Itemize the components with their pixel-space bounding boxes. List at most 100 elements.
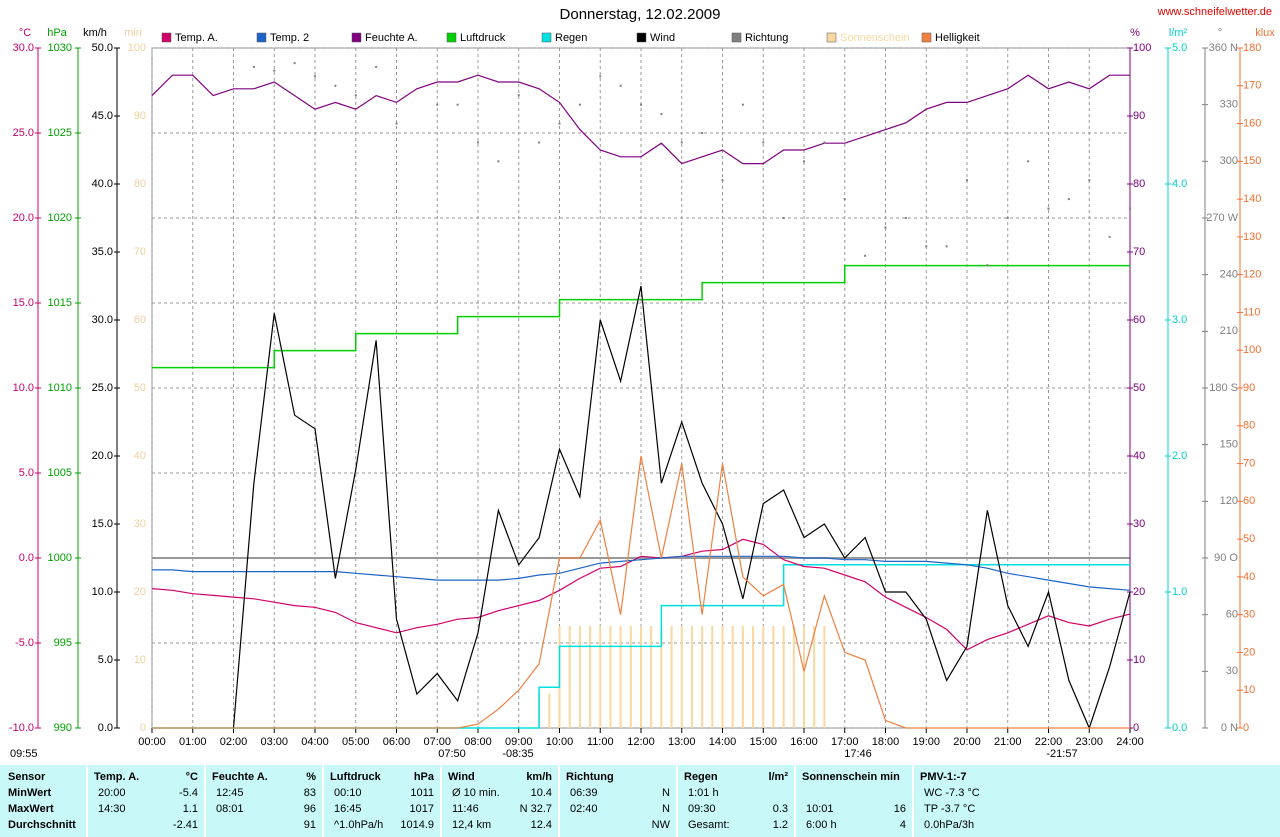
table-cell: N [662, 787, 670, 799]
table-cell: N 32.7 [519, 803, 552, 815]
legend-swatch [731, 32, 742, 43]
direction-dot [803, 160, 805, 163]
table-cell: WC -7.3 °C [924, 787, 980, 799]
table-cell: 09:30 [688, 803, 716, 815]
y-tick-label: 30 [1243, 609, 1255, 621]
legend-label: Luftdruck [460, 32, 506, 44]
y-tick-label: 30.0 [92, 314, 113, 326]
table-cell: 0.3 [772, 803, 788, 815]
sunshine-bar [813, 626, 816, 728]
sunshine-bar [711, 626, 714, 728]
table-cell: Wind [448, 771, 475, 783]
y-tick-label: 170 [1243, 80, 1261, 92]
series-line [151, 74, 1130, 165]
direction-dot [1006, 217, 1009, 219]
y-tick-label: 30.0 [13, 42, 34, 54]
table-cell: 83 [303, 787, 316, 799]
y-tick-label: 20 [1243, 646, 1255, 658]
x-tick-label: 02:00 [220, 736, 248, 748]
x-tick-label: 09:00 [505, 736, 533, 748]
y-tick-label: 0.0 [19, 552, 34, 564]
direction-dot [823, 141, 826, 144]
direction-dot [314, 75, 316, 78]
table-cell: % [306, 771, 316, 783]
table-cell: 12.4 [530, 819, 552, 831]
y-tick-label: 25.0 [92, 382, 113, 394]
y-tick-label: 20 [1133, 586, 1145, 598]
sun-time: -08:35 [502, 748, 533, 760]
y-tick-label: 90 [1243, 382, 1255, 394]
y-tick-label: 40 [134, 450, 146, 462]
y-tick-label: 30 [1226, 665, 1238, 677]
table-cell: MaxWert [8, 803, 54, 815]
direction-dot [741, 103, 744, 106]
table-cell: MinWert [8, 787, 52, 799]
x-tick-label: 21:00 [994, 736, 1022, 748]
sunshine-bar [803, 626, 805, 728]
sun-time: 17:46 [844, 748, 872, 760]
legend-swatch [256, 32, 267, 43]
y-tick-label: 50 [1243, 533, 1255, 545]
direction-dot [782, 217, 785, 219]
separator [912, 765, 914, 837]
direction-dot [660, 113, 663, 116]
table-cell: N [662, 803, 670, 815]
y-tick-label: 1020 [48, 212, 72, 224]
direction-dot [701, 132, 704, 134]
y-tick-label: 10 [1133, 654, 1145, 666]
table-cell: 1:01 h [688, 787, 719, 799]
y-tick-label: 80 [1133, 178, 1145, 190]
x-tick-label: 15:00 [749, 736, 777, 748]
table-cell: 1017 [409, 803, 434, 815]
y-tick-label: 5.0 [98, 654, 113, 666]
y-tick-label: 25.0 [13, 127, 34, 139]
y-tick-label: -5.0 [15, 637, 34, 649]
sunshine-bar [741, 626, 744, 728]
sunshine-bar [772, 626, 775, 728]
y-tick-label: 1025 [48, 127, 72, 139]
y-tick-label: 1005 [48, 467, 72, 479]
y-tick-label: 10.0 [13, 382, 34, 394]
sunshine-bar [752, 626, 755, 728]
x-tick-label: 24:00 [1116, 736, 1144, 748]
y-tick-label: 10 [134, 654, 146, 666]
y-tick-label: 60 [134, 314, 146, 326]
separator [676, 765, 678, 837]
x-tick-label: 11:00 [587, 736, 614, 748]
direction-dot [599, 75, 602, 78]
y-tick-label: 20 [134, 586, 146, 598]
chart: Donnerstag, 12.02.2009 www.schneifelwett… [9, 6, 1275, 760]
direction-dot [436, 103, 439, 106]
direction-dot [558, 122, 561, 125]
table-cell: hPa [413, 771, 434, 783]
y-tick-label: 80 [134, 178, 146, 190]
y-tick-label: 180 [1243, 42, 1261, 54]
y-tick-label: 110 [1243, 306, 1261, 318]
table-cell: 16:45 [334, 803, 362, 815]
y-tick-label: 360 N [1209, 42, 1238, 54]
table-cell: 1.1 [182, 803, 198, 815]
direction-dot [986, 264, 989, 267]
direction-dot [925, 245, 928, 248]
x-tick-label: 17:00 [831, 736, 859, 748]
y-tick-label: 0 [1133, 722, 1139, 734]
y-tick-label: 60 [1243, 495, 1255, 507]
y-tick-label: 35.0 [92, 246, 113, 258]
direction-dot [538, 141, 541, 144]
table-cell: 02:40 [570, 803, 598, 815]
source: www.schneifelwetter.de [1157, 6, 1272, 18]
table-cell: Gesamt: [688, 819, 730, 831]
x-tick-label: 16:00 [790, 736, 818, 748]
legend-label: Helligkeit [935, 32, 980, 44]
series-line [232, 285, 1131, 730]
sunshine-bar [660, 626, 663, 728]
separator [86, 765, 88, 837]
table-cell: ^1.0hPa/h [334, 819, 384, 831]
legend-swatch [826, 32, 837, 43]
direction-dot [1129, 207, 1131, 210]
table-cell: km/h [526, 771, 552, 783]
x-tick-label: 14:00 [709, 736, 737, 748]
direction-dot [640, 103, 642, 106]
y-tick-label: 15.0 [92, 518, 113, 530]
sunshine-bar [762, 626, 765, 728]
